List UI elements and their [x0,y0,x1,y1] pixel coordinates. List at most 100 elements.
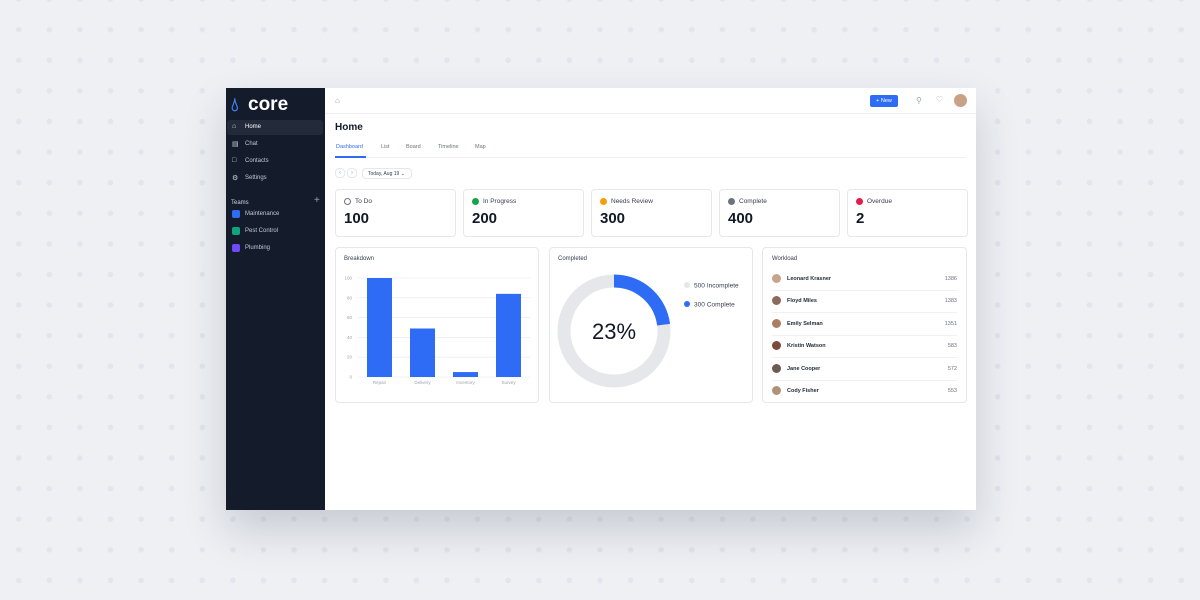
row-value: 553 [947,388,957,394]
page-title: Home [335,122,363,133]
x-tick-label: Survey [501,380,516,385]
topbar-border [325,113,976,114]
row-avatar [772,296,781,306]
row-divider [772,334,957,336]
row-name: Jane Cooper [787,365,821,372]
donut-arc [613,274,671,326]
stat-card [463,189,584,237]
bar-chart: 0 20 40 60 80 100 Repair Delivery Inventory Surve… [344,276,530,385]
x-tick-label: Inventory [456,380,475,385]
team-icon [232,244,240,252]
nav-icon: □ [232,157,237,164]
team-item[interactable]: Plumbing [245,245,271,251]
legend-value: 500 [694,283,705,290]
tab[interactable]: Board [406,144,421,150]
breakdown-title: Breakdown [344,256,375,262]
x-tick-label: Repair [373,380,387,385]
row-divider [772,379,957,381]
y-tick-label: 40 [347,335,353,340]
bar [367,278,392,377]
legend-swatch [684,301,690,307]
search-icon[interactable]: ⚲ [916,96,922,105]
stat-value: 300 [600,210,626,227]
stat-value: 100 [344,210,370,227]
tab[interactable]: Timeline [438,144,459,150]
stat-card [335,189,456,237]
row-divider [772,290,957,291]
workload-panel [762,247,967,403]
bar [496,293,521,377]
bell-icon[interactable]: ♡ [936,95,944,104]
row-name: Cody Fisher [787,388,819,394]
completed-title: Completed [558,256,588,262]
stat-label: In Progress [483,198,517,205]
y-tick-label: 0 [349,375,352,380]
new-button[interactable]: + New [870,95,898,107]
stat-card [719,189,840,237]
stat-label: Overdue [867,198,892,205]
row-value: 1383 [944,298,957,305]
row-name: Leonard Krasner [787,276,832,282]
x-tick-label: Delivery [414,380,431,385]
row-avatar [772,341,781,351]
logo: 💧︎ [231,95,239,116]
team-item[interactable]: Maintenance [245,211,280,217]
legend-name: Complete [707,302,735,309]
avatar[interactable] [954,94,967,107]
row-value: 583 [947,343,957,350]
donut-chart: 23% 500 Incomplete 300 Complete [557,274,739,388]
row-avatar [772,386,781,395]
tabs-border [335,157,966,158]
y-tick-label: 80 [347,295,353,300]
nav-item[interactable]: Chat [245,141,258,147]
y-tick-label: 20 [347,355,353,360]
nav-item[interactable]: Home [245,124,262,130]
status-icon [600,198,607,205]
legend-item: 300 Complete [694,302,735,309]
stat-label: Complete [739,198,767,205]
teams-label: Teams [231,200,249,206]
team-item[interactable]: Pest Control [245,228,279,234]
status-icon [728,198,735,205]
tab[interactable]: Dashboard [336,144,363,150]
nav-item[interactable]: Settings [245,175,267,181]
legend-name: Incomplete [707,283,739,290]
stat-value: 400 [728,210,754,227]
legend-value: 300 [694,302,705,309]
stat-value: 2 [856,210,865,227]
row-name: Floyd Miles [787,298,817,305]
donut-center-label: 23% [592,319,636,344]
date: Today, Aug 19 [368,171,400,177]
nav-active [227,120,323,135]
team-icon [232,227,240,235]
status-icon [344,198,351,205]
add-team[interactable]: + [314,195,320,206]
row-divider [772,357,957,359]
stat-value: 200 [472,210,498,227]
tab[interactable]: List [381,144,390,150]
tab-underline [335,156,366,158]
row-name: Emily Selman [787,320,823,327]
row-value: 572 [947,365,957,372]
next-button[interactable]: › [347,168,357,178]
sidebar [226,88,325,510]
nav-item[interactable]: Contacts [245,158,269,164]
date-picker[interactable]: Today, Aug 19 ⌄ [362,168,412,179]
home-icon[interactable]: ⌂ [335,96,340,105]
workload-title: Workload [772,256,798,262]
bar [410,328,435,377]
row-divider [772,312,957,314]
prev-button[interactable]: ‹ [335,168,345,178]
legend-swatch [684,282,690,288]
y-tick-label: 60 [347,315,353,320]
bar [453,372,478,377]
nav-icon: ⌂ [232,123,237,130]
tab[interactable]: Map [475,144,486,150]
new-label: New [880,98,892,104]
row-avatar [772,274,781,283]
row-value: 1351 [944,320,957,327]
legend-item: 500 Incomplete [694,283,739,290]
stat-label: Needs Review [611,198,653,205]
stat-card [847,189,968,237]
